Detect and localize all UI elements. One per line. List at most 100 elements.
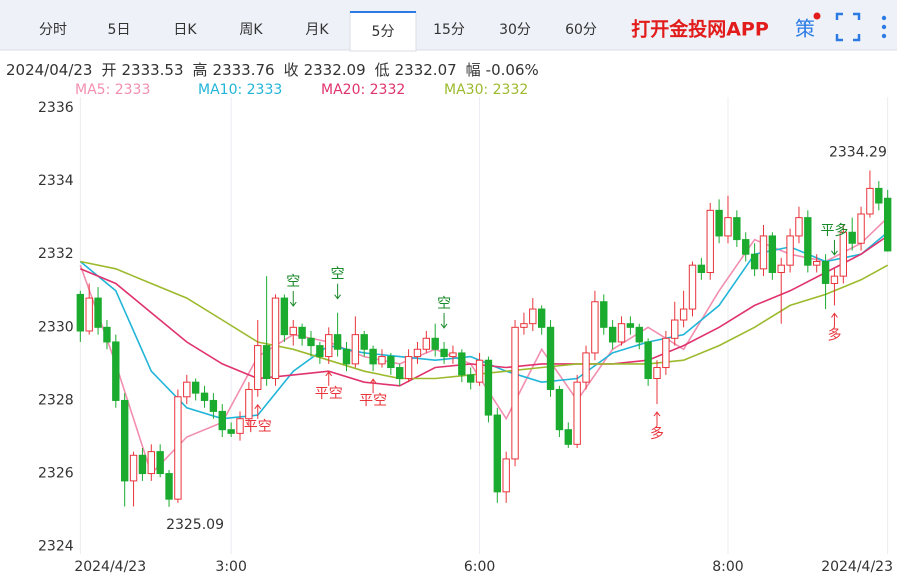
quote-info: 2024/04/23 开 2333.53 高 2333.76 收 2332.09 低 2332.… [6,61,539,79]
signal-label: 空 [286,274,300,290]
signal-arrow [440,312,448,329]
tab[interactable]: 日K [173,22,197,38]
tab[interactable]: 周K [239,22,263,38]
candle-body [218,410,226,431]
signal-label: 多 [827,326,841,343]
candle-body [360,334,368,350]
candle-body [475,359,484,383]
candle-body [573,381,581,445]
candle-body [493,414,502,493]
candle-body [626,323,635,328]
info-close: 2332.09 [304,61,366,79]
candle-body [875,187,883,204]
y-tick-label: 2326 [38,466,74,482]
info-date: 2024/04/23 [6,61,92,79]
candle-body [156,451,164,475]
candle-body [262,345,271,380]
candle-body [280,297,289,336]
badge [813,12,821,20]
strategy-icon[interactable]: 策 [795,17,815,41]
x-tick-label: 2024/4/23 [821,559,893,575]
y-tick-label: 2334 [38,173,74,189]
candle-body [742,239,750,255]
legend-entry: MA20: 2332 [321,82,405,98]
candle-body [662,337,670,369]
signal-arrow [325,371,333,386]
candle-body [564,429,572,445]
candle-body [396,367,404,380]
candle-body [883,197,892,252]
info-open: 2333.53 [121,61,183,79]
candle-body [404,356,413,380]
candle-body [289,326,297,336]
signal-label: 多 [650,425,664,442]
candle-body [653,367,661,380]
y-tick-label: 2324 [38,539,74,555]
candle-body [866,187,874,215]
tab[interactable]: 分时 [39,22,67,38]
candle-body [804,217,812,266]
signal-label: 平空 [244,419,272,435]
candle-body [813,261,821,266]
candle-body [112,341,120,401]
candle-body [830,275,839,284]
info-change_label: 幅 [466,61,481,79]
candle-body [271,297,280,380]
max-label: 2334.29 [829,144,887,160]
candle-body [777,264,785,273]
candle-body [591,301,599,354]
info-high: 2333.76 [213,61,275,79]
candle-body [511,326,519,460]
candle-body [458,352,466,376]
candle-body [227,429,235,434]
candle-body [307,337,315,347]
candle-body [600,301,608,328]
signal-label: 平多 [820,222,848,239]
tab[interactable]: 月K [305,22,329,38]
candle-body [200,392,209,401]
candle-body [546,326,555,390]
candle-body [422,337,431,350]
candle-body [484,359,493,416]
signal-label: 空 [437,296,451,312]
tab[interactable]: 30分 [499,22,531,38]
tab[interactable]: 5日 [108,22,131,38]
candle-body [768,235,777,273]
candle-body [85,297,93,332]
candle-body [537,308,546,328]
candle-body [138,454,147,475]
tab-bar [0,0,897,50]
candle-body [413,348,422,358]
tab[interactable]: 15分 [433,22,465,38]
signal-arrow [831,239,838,256]
ma-line [80,260,889,380]
candle-body [236,418,244,434]
signal-label: 平空 [359,393,387,409]
fullscreen-icon[interactable] [835,12,861,42]
candle-body [76,293,85,332]
candle-body [529,308,537,325]
candle-body [431,337,439,350]
candle-body [325,334,333,358]
candle-body [733,217,741,241]
candle-body [555,388,564,431]
signal-arrow [254,403,262,419]
candle-body [342,348,351,365]
candle-body [617,323,626,343]
candle-body [715,209,723,237]
candle-body [254,345,262,390]
candle-body [821,261,830,284]
y-tick-label: 2336 [38,100,74,116]
tab[interactable]: 60分 [565,22,597,38]
candle-body [120,399,129,482]
more-icon[interactable] [881,15,887,39]
promo[interactable]: 打开金投网APP [631,18,769,41]
tab[interactable]: 5分 [372,24,395,40]
info-change: -0.06% [486,61,539,79]
candle-body [644,341,652,380]
candle-body [333,334,342,350]
candle-body [671,319,679,339]
candle-body [316,345,324,358]
signal-arrow [289,291,297,307]
y-tick-label: 2332 [38,246,74,262]
